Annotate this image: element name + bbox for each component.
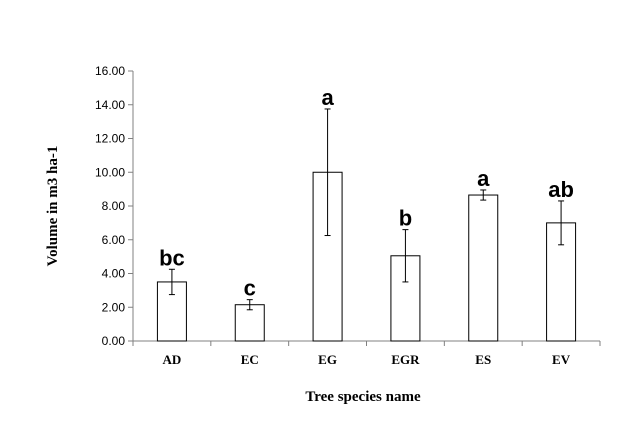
x-tick-label-eg: EG [318,352,337,367]
error-bars [168,108,565,311]
axes [132,71,601,346]
y-tick-label: 12.00 [95,132,125,146]
x-tick-label-ev: EV [552,352,571,367]
y-tick-label: 4.00 [102,267,126,281]
significance-label-egr: b [399,206,412,231]
error-bar-ec [246,299,253,311]
significance-label-es: a [477,166,490,191]
y-tick-label: 2.00 [102,300,126,314]
x-tick-label-ec: EC [241,352,259,367]
x-tick-label-ad: AD [163,352,182,367]
y-tick-labels: 0.00 2.00 4.00 6.00 8.00 10.00 12.00 14.00 16.00 [95,64,133,348]
y-tick-label: 14.00 [95,98,125,112]
significance-label-ev: ab [548,177,574,202]
y-tick-label: 0.00 [102,334,126,348]
error-bar-eg [324,108,331,237]
significance-label-ec: c [244,276,256,301]
bars [156,171,577,342]
x-tick-label-egr: EGR [391,352,420,367]
x-tick-labels: AD EC EG EGR ES EV [163,352,571,367]
error-bar-es [480,189,487,201]
y-tick-label: 8.00 [102,199,126,213]
x-axis-title: Tree species name [305,389,421,405]
bar-es [468,194,499,342]
y-axis-title: Volume in m3 ha-1 [45,146,61,267]
error-bar-ev [558,200,565,246]
y-tick-label: 16.00 [95,64,125,78]
significance-label-eg: a [321,85,334,110]
significance-label-ad: bc [159,245,185,270]
error-bar-ad [168,268,175,296]
error-bar-egr [402,229,409,283]
y-tick-label: 6.00 [102,233,126,247]
y-tick-label: 10.00 [95,165,125,179]
x-tick-label-es: ES [475,352,491,367]
